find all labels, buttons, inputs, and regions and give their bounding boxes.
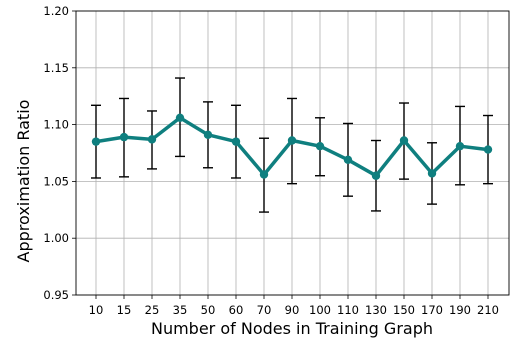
- data-point: [399, 136, 409, 145]
- data-point: [483, 145, 493, 154]
- x-tick-label: 25: [145, 303, 160, 317]
- data-point: [91, 137, 101, 146]
- x-tick-label: 130: [365, 303, 387, 317]
- x-tick-label: 50: [201, 303, 216, 317]
- x-tick-label: 70: [257, 303, 272, 317]
- y-tick-label: 1.00: [43, 231, 69, 245]
- data-point: [259, 170, 269, 179]
- x-tick-label: 110: [337, 303, 359, 317]
- x-axis-label: Number of Nodes in Training Graph: [151, 319, 433, 338]
- x-tick-label: 15: [117, 303, 132, 317]
- tick-labels: 10 15 25 35 50 60 70 90 100 110 130 150 170 190 210 0.9…: [43, 4, 499, 317]
- y-tick-label: 0.95: [43, 288, 69, 302]
- x-tick-label: 100: [309, 303, 331, 317]
- x-tick-label: 210: [477, 303, 499, 317]
- data-point: [427, 169, 437, 178]
- data-point: [455, 141, 465, 151]
- data-point: [147, 135, 157, 144]
- x-tick-label: 170: [421, 303, 443, 317]
- data-point: [119, 132, 129, 142]
- axes: [72, 10, 510, 299]
- y-tick-label: 1.10: [43, 118, 69, 132]
- plot-frame: [75, 10, 510, 296]
- x-tick-label: 150: [393, 303, 415, 317]
- data-point: [287, 136, 297, 145]
- y-tick-label: 1.05: [43, 174, 69, 188]
- x-tick-label: 35: [173, 303, 188, 317]
- data-point: [231, 137, 241, 146]
- data-point: [203, 130, 213, 140]
- x-tick-label: 90: [285, 303, 300, 317]
- y-tick-label: 1.20: [43, 4, 69, 18]
- x-tick-label: 10: [89, 303, 104, 317]
- x-tick-label: 60: [229, 303, 244, 317]
- y-tick-label: 1.15: [43, 61, 69, 75]
- y-axis-label: Approximation Ratio: [14, 100, 33, 263]
- data-point: [315, 141, 325, 151]
- x-tick-label: 190: [449, 303, 471, 317]
- data-point: [343, 155, 353, 165]
- data-point: [371, 171, 381, 180]
- series-line-group: [91, 113, 493, 180]
- data-point: [175, 113, 185, 122]
